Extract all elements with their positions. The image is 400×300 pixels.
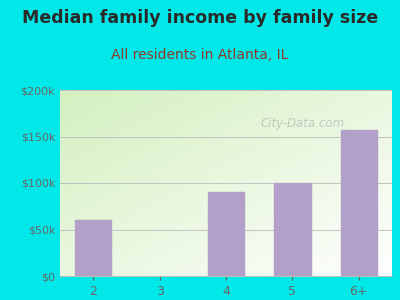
Bar	[75, 220, 112, 276]
Text: All residents in Atlanta, IL: All residents in Atlanta, IL	[111, 48, 289, 62]
Bar	[274, 183, 311, 276]
Bar	[340, 130, 377, 276]
Bar	[208, 192, 244, 276]
Text: Median family income by family size: Median family income by family size	[22, 9, 378, 27]
Text: City-Data.com: City-Data.com	[260, 117, 344, 130]
